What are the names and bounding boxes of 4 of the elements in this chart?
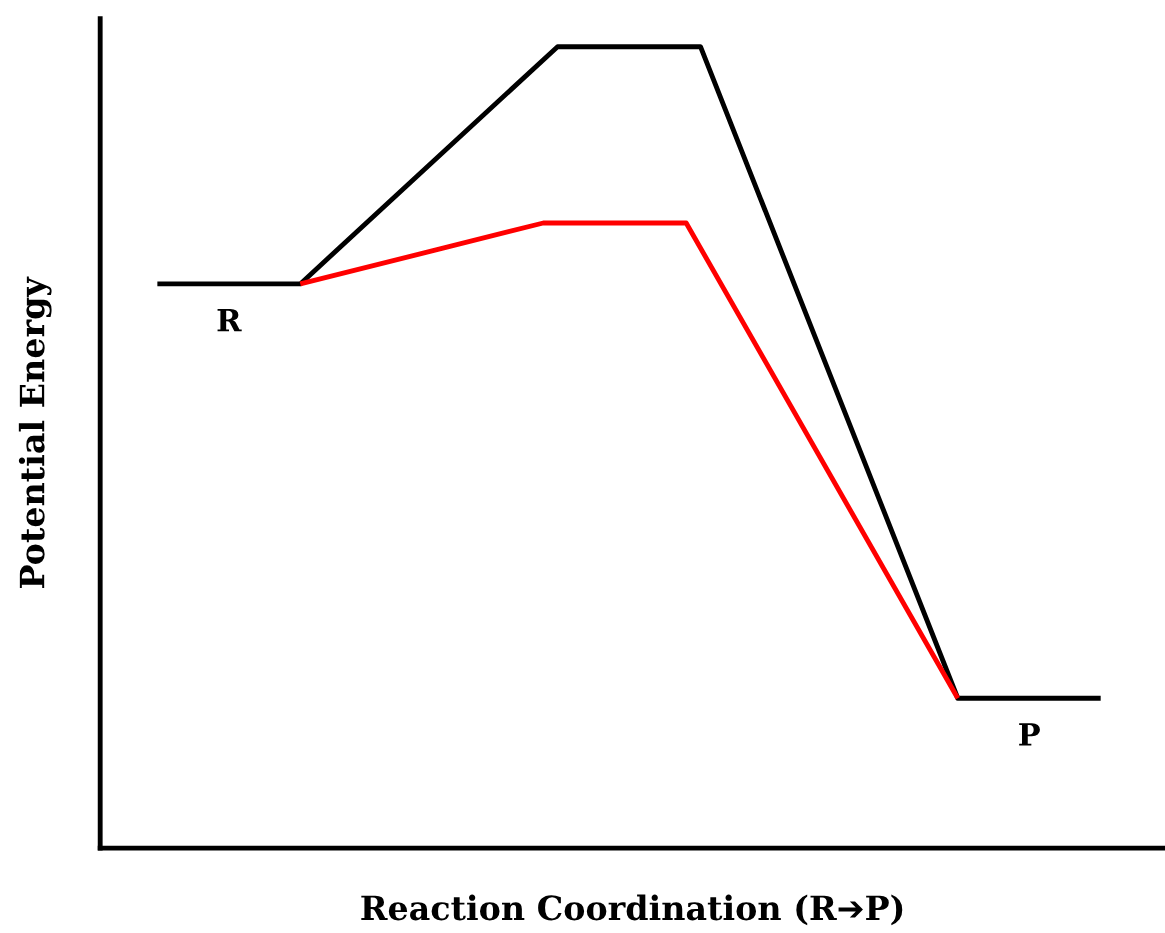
annotation: R xyxy=(217,308,242,332)
y-axis-title: Potential Energy xyxy=(18,276,52,588)
annotation: P xyxy=(1019,723,1040,746)
x-axis-title: Reaction Coordination (R➔P) xyxy=(361,894,903,926)
